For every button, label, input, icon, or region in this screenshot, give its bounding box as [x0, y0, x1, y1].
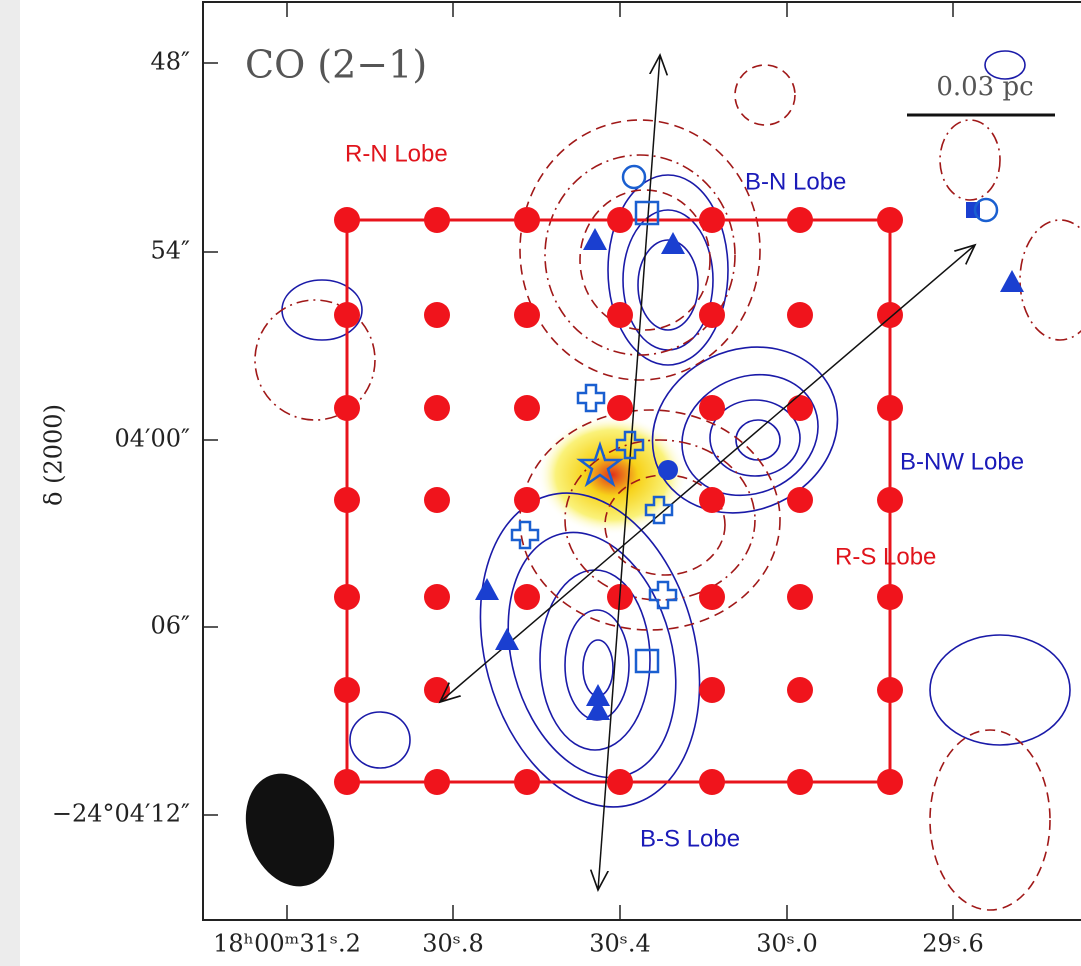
x-tick-label: 18ʰ00ᵐ31ˢ.2	[213, 930, 361, 958]
x-tick-label: 30ˢ.8	[422, 930, 484, 958]
x-tick-label: 30ˢ.0	[756, 930, 818, 958]
x-tick-label: 30ˢ.4	[589, 930, 651, 958]
y-tick-label: 04′00″	[115, 425, 191, 453]
lobe-label: R-N Lobe	[345, 140, 448, 167]
lobe-label: B-N Lobe	[745, 168, 846, 195]
y-tick-label: 06″	[150, 612, 190, 640]
x-tick-label: 29ˢ.6	[922, 930, 984, 958]
figure: 0.03 pc CO (2−1) R-N Lobe B-N Lobe B-NW …	[0, 0, 1081, 966]
title: CO (2−1)	[245, 43, 427, 87]
lobe-label: B-NW Lobe	[900, 448, 1024, 475]
y-tick-label: 54″	[150, 237, 190, 265]
y-tick-label: −24°04′12″	[52, 800, 190, 828]
lobe-label: B-S Lobe	[640, 825, 740, 852]
lobe-label: R-S Lobe	[835, 543, 936, 570]
scale-label: 0.03 pc	[936, 72, 1033, 102]
y-axis-label: δ (2000)	[40, 404, 68, 506]
y-tick-label: 48″	[150, 48, 190, 76]
